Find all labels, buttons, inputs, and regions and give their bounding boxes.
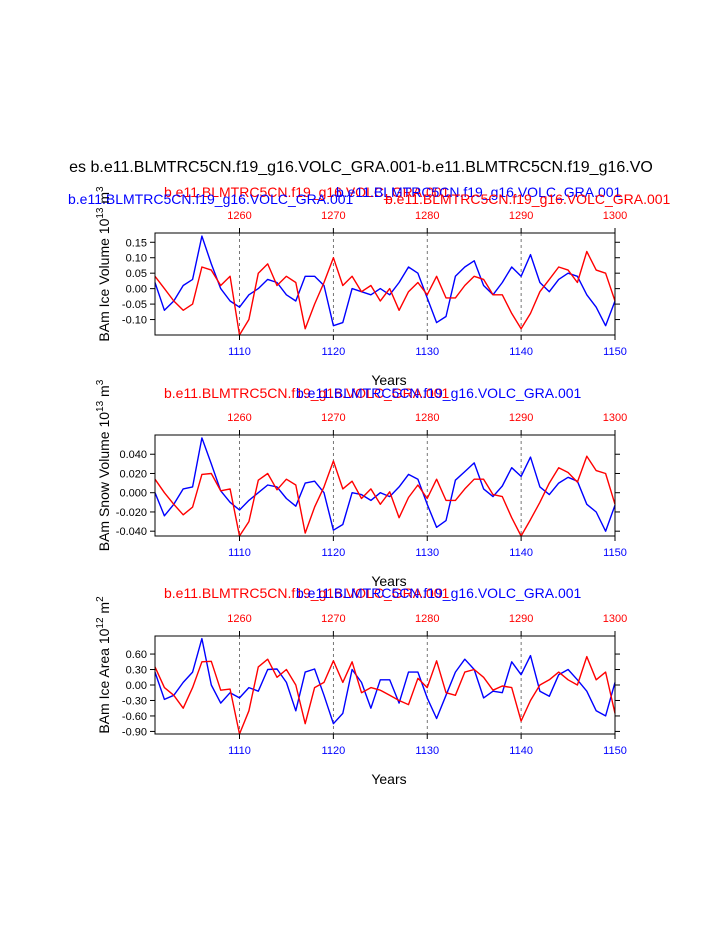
x-tick-label-bottom: 1150 — [603, 745, 627, 757]
panel-title-blue: b.e11.BLMTRC5CN.f19_g16.VOLC_GRA.001 — [296, 385, 582, 401]
x-tick-label-top: 1260 — [227, 613, 251, 625]
panel-1: 0.15 0.10 0.05 0.00 -0.05 -0.10 1110 1120 1130 11… — [95, 186, 627, 388]
x-tick-label-bottom: 1110 — [228, 346, 251, 358]
x-tick-label-top: 1280 — [415, 412, 439, 424]
y-tick-label: -0.90 — [122, 726, 147, 738]
y-tick-label: -0.020 — [116, 507, 147, 519]
x-tick-label-top: 1270 — [321, 412, 345, 424]
y-axis-label: BAm Ice Area 1012 m2 — [95, 596, 112, 734]
x-tick-label-bottom: 1110 — [228, 547, 251, 559]
chart-panels: 0.15 0.10 0.05 0.00 -0.05 -0.10 1110 1120 1130 11… — [95, 186, 627, 787]
x-tick-label-top: 1290 — [509, 613, 533, 625]
y-axis-label-part: m — [96, 602, 112, 618]
y-axis-label-part: BAm Snow Volume 10 — [96, 412, 112, 552]
y-axis-label-part: 3 — [95, 186, 106, 192]
x-tick-label-bottom: 1150 — [603, 547, 627, 559]
y-tick-label: -0.30 — [122, 695, 147, 707]
x-tick-label-top: 1270 — [321, 210, 345, 222]
x-tick-label-bottom: 1120 — [322, 745, 346, 757]
y-tick-label: 0.60 — [126, 649, 147, 661]
y-axis-label-part: BAm Ice Area 10 — [96, 628, 112, 733]
x-tick-label-top: 1300 — [603, 613, 627, 625]
plot-frame — [154, 434, 616, 537]
y-tick-label: 0.040 — [119, 449, 147, 461]
y-tick-label: -0.10 — [122, 315, 147, 327]
panel-title-blue: b.e11.BLMTRC5CN.f19_g16.VOLC_GRA.001 — [296, 585, 582, 601]
panel-3: b.e11.BLMTRC5CN.f19_g16.VOLC_GRA.001b.e1… — [95, 585, 627, 787]
header-title-blue: b.e11.BLMTRC5CN.f19_g16.VOLC_GRA.001 — [68, 191, 354, 207]
x-axis-label: Years — [371, 372, 406, 388]
main-title: es b.e11.BLMTRC5CN.f19_g16.VOLC_GRA.001-… — [69, 159, 653, 176]
y-tick-label: -0.040 — [116, 526, 147, 538]
x-tick-label-top: 1260 — [227, 412, 251, 424]
series-line-red — [154, 655, 616, 735]
panel-2: b.e11.BLMTRC5CN.f19_g16.VOLC_GRA.001b.e1… — [95, 379, 627, 589]
series-line-red — [154, 250, 616, 336]
x-tick-label-bottom: 1120 — [322, 346, 346, 358]
x-tick-label-bottom: 1130 — [415, 547, 439, 559]
y-axis-label: BAm Snow Volume 1013 m3 — [95, 379, 112, 551]
y-axis-label-part: BAm Ice Volume 10 — [96, 218, 112, 341]
x-tick-label-top: 1290 — [509, 210, 533, 222]
x-tick-label-bottom: 1130 — [415, 745, 439, 757]
x-tick-label-top: 1270 — [321, 613, 345, 625]
y-axis-label-part: 2 — [95, 596, 106, 602]
header-title-blue-2: b.e11.BLMTRC5CN.f19_g16.VOLC_GRA.001 — [336, 184, 622, 200]
x-tick-label-top: 1290 — [509, 412, 533, 424]
panel-title-red: b.e11.BLMTRC5CN.f19_g16.VOLC_GRA.001 — [164, 385, 450, 401]
x-tick-label-top: 1300 — [603, 210, 627, 222]
x-axis-label: Years — [371, 573, 406, 589]
y-tick-label: 0.00 — [126, 680, 147, 692]
x-tick-label-bottom: 1150 — [603, 346, 627, 358]
x-tick-label-bottom: 1110 — [228, 745, 251, 757]
y-axis-label-part: 12 — [95, 617, 106, 629]
y-axis-label-part: m — [96, 192, 112, 208]
x-axis-label: Years — [371, 771, 406, 787]
y-axis-label-part: 13 — [95, 207, 106, 219]
y-axis-label-part: 3 — [95, 379, 106, 385]
series-line-blue — [154, 235, 616, 327]
plot-frame — [154, 232, 616, 336]
y-tick-label: 0.00 — [126, 284, 147, 296]
plot-frame — [154, 635, 616, 735]
x-tick-label-bottom: 1120 — [322, 547, 346, 559]
series-line-red — [154, 455, 616, 537]
x-tick-label-top: 1280 — [415, 210, 439, 222]
x-tick-label-top: 1280 — [415, 613, 439, 625]
y-tick-label: -0.05 — [122, 299, 147, 311]
series-line-blue — [154, 437, 616, 532]
header-title-red: b.e11.BLMTRC5CN.f19_g16.VOLC_GRA.001 — [164, 184, 450, 200]
x-tick-label-top: 1300 — [603, 412, 627, 424]
y-axis-label: BAm Ice Volume 1013 m3 — [95, 186, 112, 342]
header-title-red-2: b.e11.BLMTRC5CN.f19_g16.VOLC_GRA.001 — [385, 191, 671, 207]
y-tick-label: 0.10 — [126, 253, 147, 265]
x-tick-label-top: 1260 — [227, 210, 251, 222]
y-tick-label: 0.30 — [126, 665, 147, 677]
x-tick-label-bottom: 1140 — [509, 547, 533, 559]
y-axis-label-part: 13 — [95, 400, 106, 412]
y-tick-label: 0.15 — [126, 237, 147, 249]
y-tick-label: 0.020 — [119, 468, 147, 480]
y-axis-label-part: m — [96, 385, 112, 401]
x-tick-label-bottom: 1140 — [509, 745, 533, 757]
x-tick-label-bottom: 1140 — [509, 346, 533, 358]
panel-title-red: b.e11.BLMTRC5CN.f19_g16.VOLC_GRA.001 — [164, 585, 450, 601]
x-tick-label-bottom: 1130 — [415, 346, 439, 358]
y-tick-label: -0.60 — [122, 711, 147, 723]
y-tick-label: 0.05 — [126, 268, 147, 280]
y-tick-label: 0.000 — [119, 488, 147, 500]
